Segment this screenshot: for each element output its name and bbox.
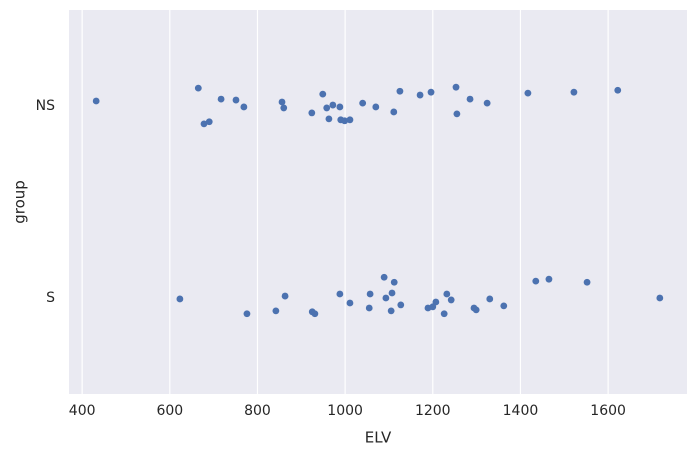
point	[240, 103, 248, 111]
point	[440, 310, 448, 318]
point	[205, 118, 213, 126]
point	[447, 296, 455, 304]
x-tick-label: 800	[244, 403, 271, 419]
y-tick-label: S	[46, 290, 55, 306]
point	[272, 307, 280, 315]
x-tick-label: 600	[156, 403, 183, 419]
point	[453, 110, 461, 118]
point	[388, 289, 396, 297]
point	[387, 307, 395, 315]
point	[176, 295, 184, 303]
point	[432, 298, 440, 306]
point	[308, 109, 316, 117]
point	[382, 294, 390, 302]
point	[390, 108, 398, 116]
x-tick-label: 1000	[327, 403, 363, 419]
x-tick-label: 1600	[590, 403, 626, 419]
y-tick-label: NS	[36, 98, 55, 114]
point	[217, 95, 225, 103]
point	[532, 277, 540, 285]
point	[278, 98, 286, 106]
point	[466, 95, 474, 103]
x-tick-label: 400	[69, 403, 96, 419]
point	[396, 87, 404, 95]
point	[194, 84, 202, 92]
point	[500, 302, 508, 310]
point	[232, 96, 240, 104]
point	[323, 104, 331, 112]
point	[366, 290, 374, 298]
point	[200, 120, 208, 128]
point	[336, 103, 344, 111]
point	[583, 278, 591, 286]
point	[325, 115, 333, 123]
point	[380, 273, 388, 281]
point	[281, 292, 289, 300]
point	[359, 99, 367, 107]
point	[486, 295, 494, 303]
x-axis-label: ELV	[365, 429, 392, 447]
point	[452, 83, 460, 91]
point	[280, 104, 288, 112]
x-tick-label: 1400	[503, 403, 539, 419]
point	[319, 90, 327, 98]
point	[341, 117, 349, 125]
x-tick-label: 1200	[415, 403, 451, 419]
point	[483, 99, 491, 107]
point	[524, 89, 532, 97]
point	[92, 97, 100, 105]
point	[365, 304, 373, 312]
point	[427, 88, 435, 96]
point	[570, 88, 578, 96]
point	[443, 290, 451, 298]
point	[311, 310, 319, 318]
point	[656, 294, 664, 302]
point	[614, 86, 622, 94]
point	[372, 103, 380, 111]
point	[545, 275, 553, 283]
point	[329, 101, 337, 109]
point	[336, 290, 344, 298]
point	[346, 299, 354, 307]
point	[472, 306, 480, 314]
plot-area	[69, 10, 687, 394]
point	[390, 278, 398, 286]
point	[346, 116, 354, 124]
point	[416, 91, 424, 99]
point	[243, 310, 251, 318]
y-axis-label: group	[11, 180, 29, 224]
point	[397, 301, 405, 309]
